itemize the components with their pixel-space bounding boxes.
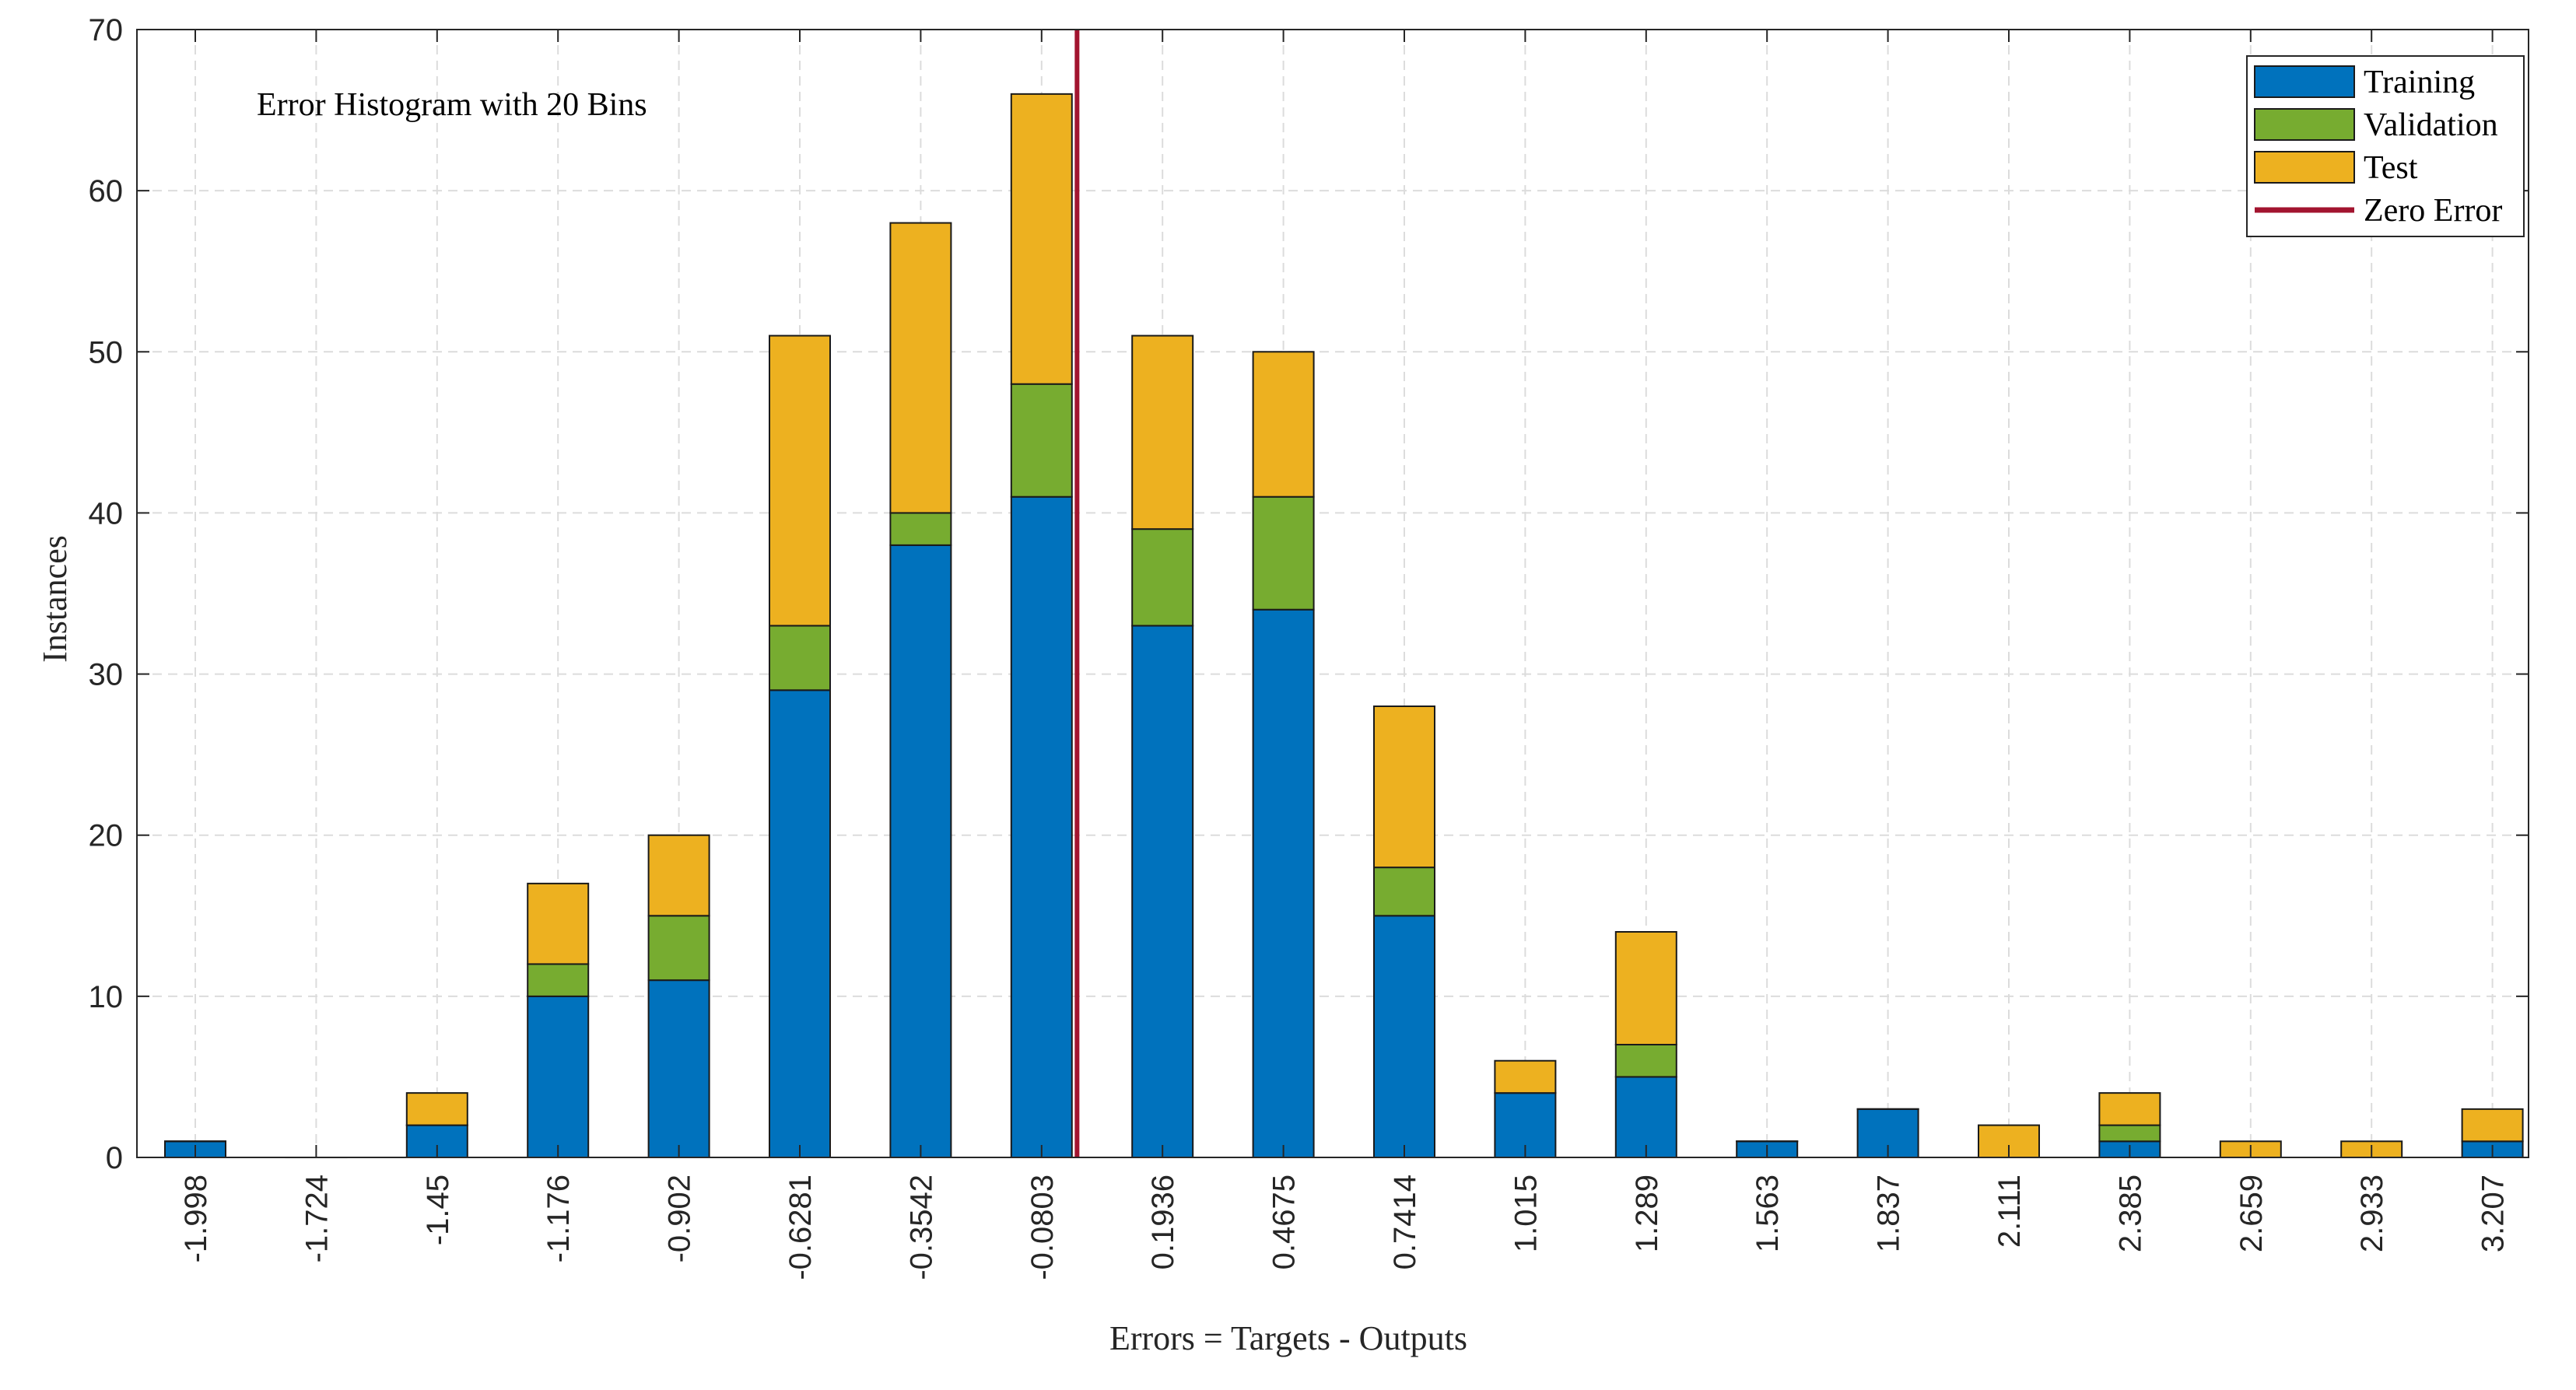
bar-test-9 <box>1252 351 1315 498</box>
x-tick-label: 1.015 <box>1509 1175 1543 1252</box>
bar-test-6 <box>889 222 952 514</box>
legend-swatch-training <box>2254 65 2355 98</box>
chart-title: Error Histogram with 20 Bins <box>257 87 647 123</box>
bar-test-4 <box>647 834 710 917</box>
y-tick-label: 30 <box>89 658 124 692</box>
x-tick-label: -1.998 <box>179 1175 213 1262</box>
y-tick-label: 50 <box>89 335 124 369</box>
bar-test-11 <box>1494 1059 1557 1094</box>
x-tick-label: 0.4675 <box>1267 1175 1302 1269</box>
x-tick-label: 2.385 <box>2113 1175 2147 1252</box>
bar-validation-6 <box>889 512 952 546</box>
bar-validation-5 <box>769 625 831 691</box>
bar-validation-9 <box>1252 495 1315 611</box>
bar-test-5 <box>769 334 831 627</box>
bar-training-10 <box>1373 915 1435 1159</box>
x-tick-label: 1.289 <box>1630 1175 1664 1252</box>
y-tick-label: 70 <box>89 13 124 47</box>
bar-training-5 <box>769 689 831 1158</box>
bars <box>164 93 2524 1159</box>
y-tick-label: 40 <box>89 496 124 530</box>
x-tick-label: -1.45 <box>421 1175 455 1245</box>
bar-validation-3 <box>527 963 590 997</box>
bar-test-10 <box>1373 706 1435 869</box>
plot-frame <box>136 29 2529 1158</box>
x-tick-label: 3.207 <box>2476 1175 2511 1252</box>
legend-label-training: Training <box>2364 65 2475 100</box>
bar-validation-10 <box>1373 867 1435 917</box>
y-tick-label: 0 <box>106 1141 123 1175</box>
x-tick-label: 2.111 <box>1992 1175 2027 1248</box>
y-tick-label: 10 <box>89 980 124 1014</box>
x-tick-label: 1.837 <box>1872 1175 1906 1252</box>
bar-test-16 <box>2098 1092 2161 1126</box>
x-axis-label: Errors = Targets - Outputs <box>1109 1319 1467 1357</box>
bar-training-7 <box>1010 495 1073 1158</box>
bar-validation-12 <box>1614 1044 1677 1078</box>
x-tick-label: 0.7414 <box>1388 1175 1422 1269</box>
bar-test-7 <box>1010 93 1073 385</box>
bar-validation-16 <box>2098 1124 2161 1143</box>
x-tick-label: -0.0803 <box>1025 1175 1060 1280</box>
x-tick-label: -0.902 <box>663 1175 697 1262</box>
y-tick-label: 20 <box>89 819 124 853</box>
x-tick-label: 1.563 <box>1751 1175 1785 1252</box>
bar-training-3 <box>527 995 590 1159</box>
bar-training-8 <box>1131 625 1194 1158</box>
axes: 0 10 20 30 40 50 60 70 -1.998 -1.724 -1.45 -1.176 -0… <box>89 13 2529 1280</box>
legend: Training Validation Test Zero Error <box>2246 55 2525 237</box>
bar-validation-4 <box>647 915 710 982</box>
x-tick-label: -0.6281 <box>783 1175 818 1280</box>
bar-training-4 <box>647 979 710 1158</box>
legend-label-validation: Validation <box>2364 107 2498 143</box>
legend-label-test: Test <box>2364 150 2418 186</box>
x-tick-label: 0.1936 <box>1146 1175 1180 1269</box>
bar-test-3 <box>527 882 590 965</box>
bar-validation-8 <box>1131 528 1194 627</box>
bar-training-6 <box>889 544 952 1158</box>
x-tick-label: -1.724 <box>300 1175 334 1262</box>
y-tick-label: 60 <box>89 174 124 208</box>
bar-test-2 <box>405 1092 468 1126</box>
bar-test-19 <box>2461 1108 2524 1143</box>
bar-validation-7 <box>1010 383 1073 498</box>
legend-swatch-test <box>2254 151 2355 184</box>
legend-swatch-validation <box>2254 108 2355 141</box>
y-axis-label: Instances <box>36 535 74 663</box>
bar-test-8 <box>1131 334 1194 530</box>
bar-test-12 <box>1614 931 1677 1045</box>
x-tick-label: -1.176 <box>541 1175 576 1262</box>
x-tick-label: 2.933 <box>2355 1175 2389 1252</box>
x-tick-label: -0.3542 <box>904 1175 938 1280</box>
x-tick-label: 2.659 <box>2234 1175 2269 1252</box>
legend-label-zero-error: Zero Error <box>2364 193 2502 229</box>
bar-training-9 <box>1252 608 1315 1158</box>
